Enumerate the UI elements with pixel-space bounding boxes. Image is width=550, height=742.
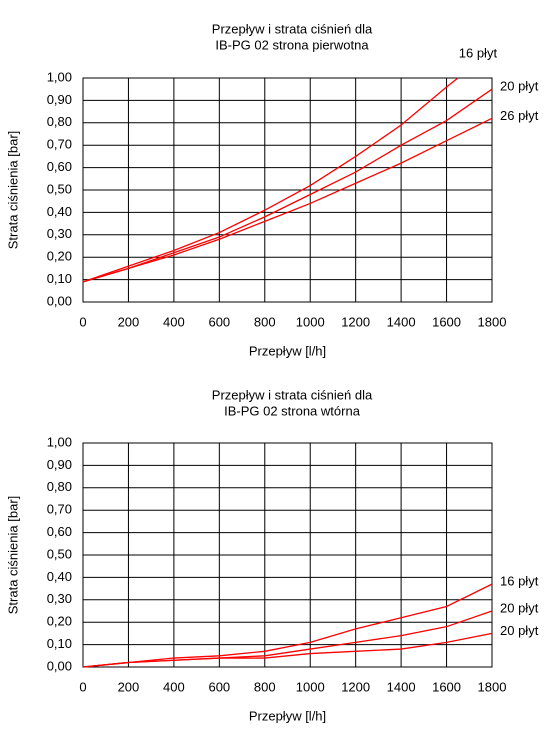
series-line xyxy=(82,583,493,668)
y-tick-label: 1,00 xyxy=(47,434,72,449)
y-axis-label: Strata ciśnienia [bar] xyxy=(5,496,20,615)
series-label: 16 płyt xyxy=(459,45,498,60)
x-tick-label: 1800 xyxy=(478,314,507,329)
x-tick-label: 1800 xyxy=(478,679,507,694)
y-tick-label: 1,00 xyxy=(47,69,72,84)
x-tick-label: 800 xyxy=(254,314,276,329)
series-line xyxy=(82,610,493,668)
series-line xyxy=(82,77,459,283)
y-tick-label: 0,50 xyxy=(47,181,72,196)
x-tick-label: 1200 xyxy=(341,314,370,329)
y-tick-label: 0,70 xyxy=(47,502,72,517)
y-axis-label: Strata ciśnienia [bar] xyxy=(5,131,20,250)
y-tick-label: 0,20 xyxy=(47,614,72,629)
y-tick-label: 0,70 xyxy=(47,137,72,152)
y-tick-label: 0,40 xyxy=(47,204,72,219)
chart-title: IB-PG 02 strona wtórna xyxy=(224,403,361,418)
y-tick-label: 0,50 xyxy=(47,546,72,561)
chart-title: Przepływ i strata ciśnień dla xyxy=(212,387,373,402)
plot-frame xyxy=(82,77,493,303)
chart-title: Przepływ i strata ciśnień dla xyxy=(212,21,373,36)
plot-frame xyxy=(82,442,493,668)
y-tick-label: 0,00 xyxy=(47,293,72,308)
y-tick-label: 0,20 xyxy=(47,249,72,264)
series-label: 20 płyt xyxy=(500,79,539,94)
x-tick-label: 400 xyxy=(163,314,185,329)
series-line xyxy=(82,632,493,668)
series-label: 20 płyt xyxy=(500,623,539,638)
y-tick-label: 0,60 xyxy=(47,159,72,174)
series-label: 16 płyt xyxy=(500,574,539,589)
x-tick-label: 400 xyxy=(163,679,185,694)
x-axis-label: Przepływ [l/h] xyxy=(249,343,326,358)
x-tick-label: 1000 xyxy=(296,679,325,694)
x-tick-label: 0 xyxy=(79,314,86,329)
y-tick-label: 0,90 xyxy=(47,457,72,472)
x-tick-label: 1400 xyxy=(387,679,416,694)
x-tick-label: 600 xyxy=(208,679,230,694)
x-tick-label: 0 xyxy=(79,679,86,694)
x-tick-label: 1000 xyxy=(296,314,325,329)
x-tick-label: 1200 xyxy=(341,679,370,694)
x-tick-label: 800 xyxy=(254,679,276,694)
y-tick-label: 0,60 xyxy=(47,524,72,539)
x-tick-label: 1400 xyxy=(387,314,416,329)
x-tick-label: 200 xyxy=(118,314,140,329)
y-tick-label: 0,80 xyxy=(47,114,72,129)
series-line xyxy=(82,117,493,283)
series-line xyxy=(82,88,493,283)
y-tick-label: 0,40 xyxy=(47,569,72,584)
series-label: 20 płyt xyxy=(500,600,539,615)
y-tick-label: 0,80 xyxy=(47,479,72,494)
y-tick-label: 0,30 xyxy=(47,226,72,241)
x-tick-label: 1600 xyxy=(432,679,461,694)
series-label: 26 płyt xyxy=(500,108,539,123)
chart-title: IB-PG 02 strona pierwotna xyxy=(215,37,369,52)
x-tick-label: 600 xyxy=(208,314,230,329)
x-axis-label: Przepływ [l/h] xyxy=(249,708,326,723)
x-tick-label: 200 xyxy=(118,679,140,694)
y-tick-label: 0,30 xyxy=(47,591,72,606)
y-tick-label: 0,10 xyxy=(47,271,72,286)
x-tick-label: 1600 xyxy=(432,314,461,329)
y-tick-label: 0,90 xyxy=(47,92,72,107)
y-tick-label: 0,00 xyxy=(47,658,72,673)
y-tick-label: 0,10 xyxy=(47,636,72,651)
